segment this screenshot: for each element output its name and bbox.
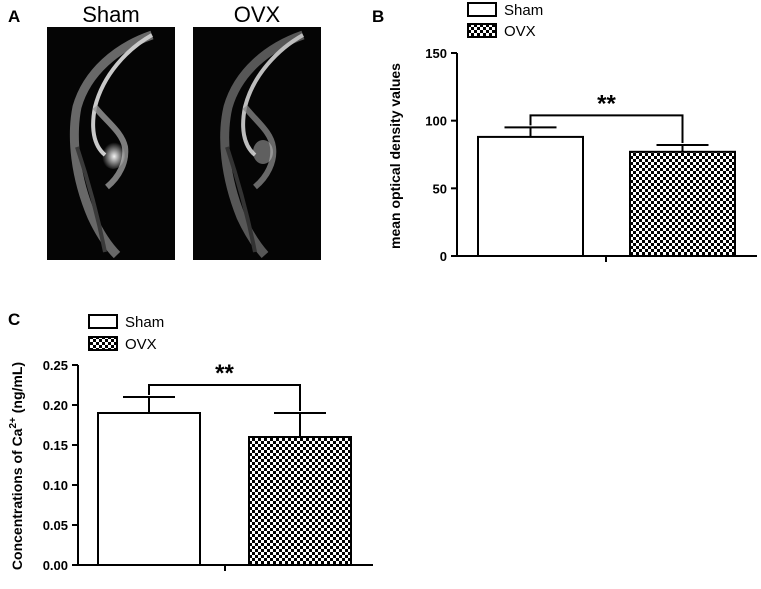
- y-tick-label: 0: [440, 249, 447, 264]
- legend-label-sham: Sham: [504, 2, 543, 19]
- y-tick-label: 0.00: [43, 558, 68, 573]
- significance-label: **: [597, 90, 616, 117]
- y-axis-label: Concentrations of Ca2+ (ng/mL): [8, 362, 25, 570]
- ovx-image-label: OVX: [233, 2, 281, 27]
- sham-image-label: Sham: [82, 2, 140, 27]
- panel-a-letter: A: [8, 7, 21, 26]
- bar-sham: [477, 135, 584, 257]
- chart-b: Sham OVX 0 50 100 150 mean optical density val…: [387, 2, 757, 264]
- panel-c-letter: C: [8, 310, 20, 329]
- bar-sham: [97, 412, 201, 566]
- legend-label-ovx: OVX: [125, 336, 157, 353]
- legend-label-sham: Sham: [125, 314, 164, 331]
- bar-ovx: [248, 436, 352, 566]
- y-tick-label: 0.05: [43, 518, 68, 533]
- legend-swatch-sham: [467, 2, 497, 17]
- y-tick-label: 0.15: [43, 438, 68, 453]
- y-tick-label: 50: [433, 181, 447, 196]
- y-tick-label: 100: [425, 114, 447, 129]
- significance-label: **: [215, 360, 234, 387]
- legend-swatch-ovx: [467, 23, 497, 38]
- bar-ovx: [629, 150, 736, 257]
- y-axis-label: mean optical density values: [387, 63, 403, 249]
- y-tick-label: 150: [425, 46, 447, 61]
- y-tick-label: 0.20: [43, 398, 68, 413]
- significance-bracket: [529, 114, 684, 144]
- legend-swatch-ovx: [88, 336, 118, 351]
- ovx-cochlea-image: [193, 27, 321, 260]
- panel-b-letter: B: [372, 7, 384, 26]
- y-tick-label: 0.10: [43, 478, 68, 493]
- legend-label-ovx: OVX: [504, 23, 536, 40]
- sham-cochlea-image: [47, 27, 175, 260]
- chart-c: Sham OVX 0.00 0.05 0.10 0.15 0.20 0.25 Concentra…: [8, 314, 373, 573]
- legend-swatch-sham: [88, 314, 118, 329]
- y-tick-label: 0.25: [43, 358, 68, 373]
- significance-bracket: [148, 384, 301, 411]
